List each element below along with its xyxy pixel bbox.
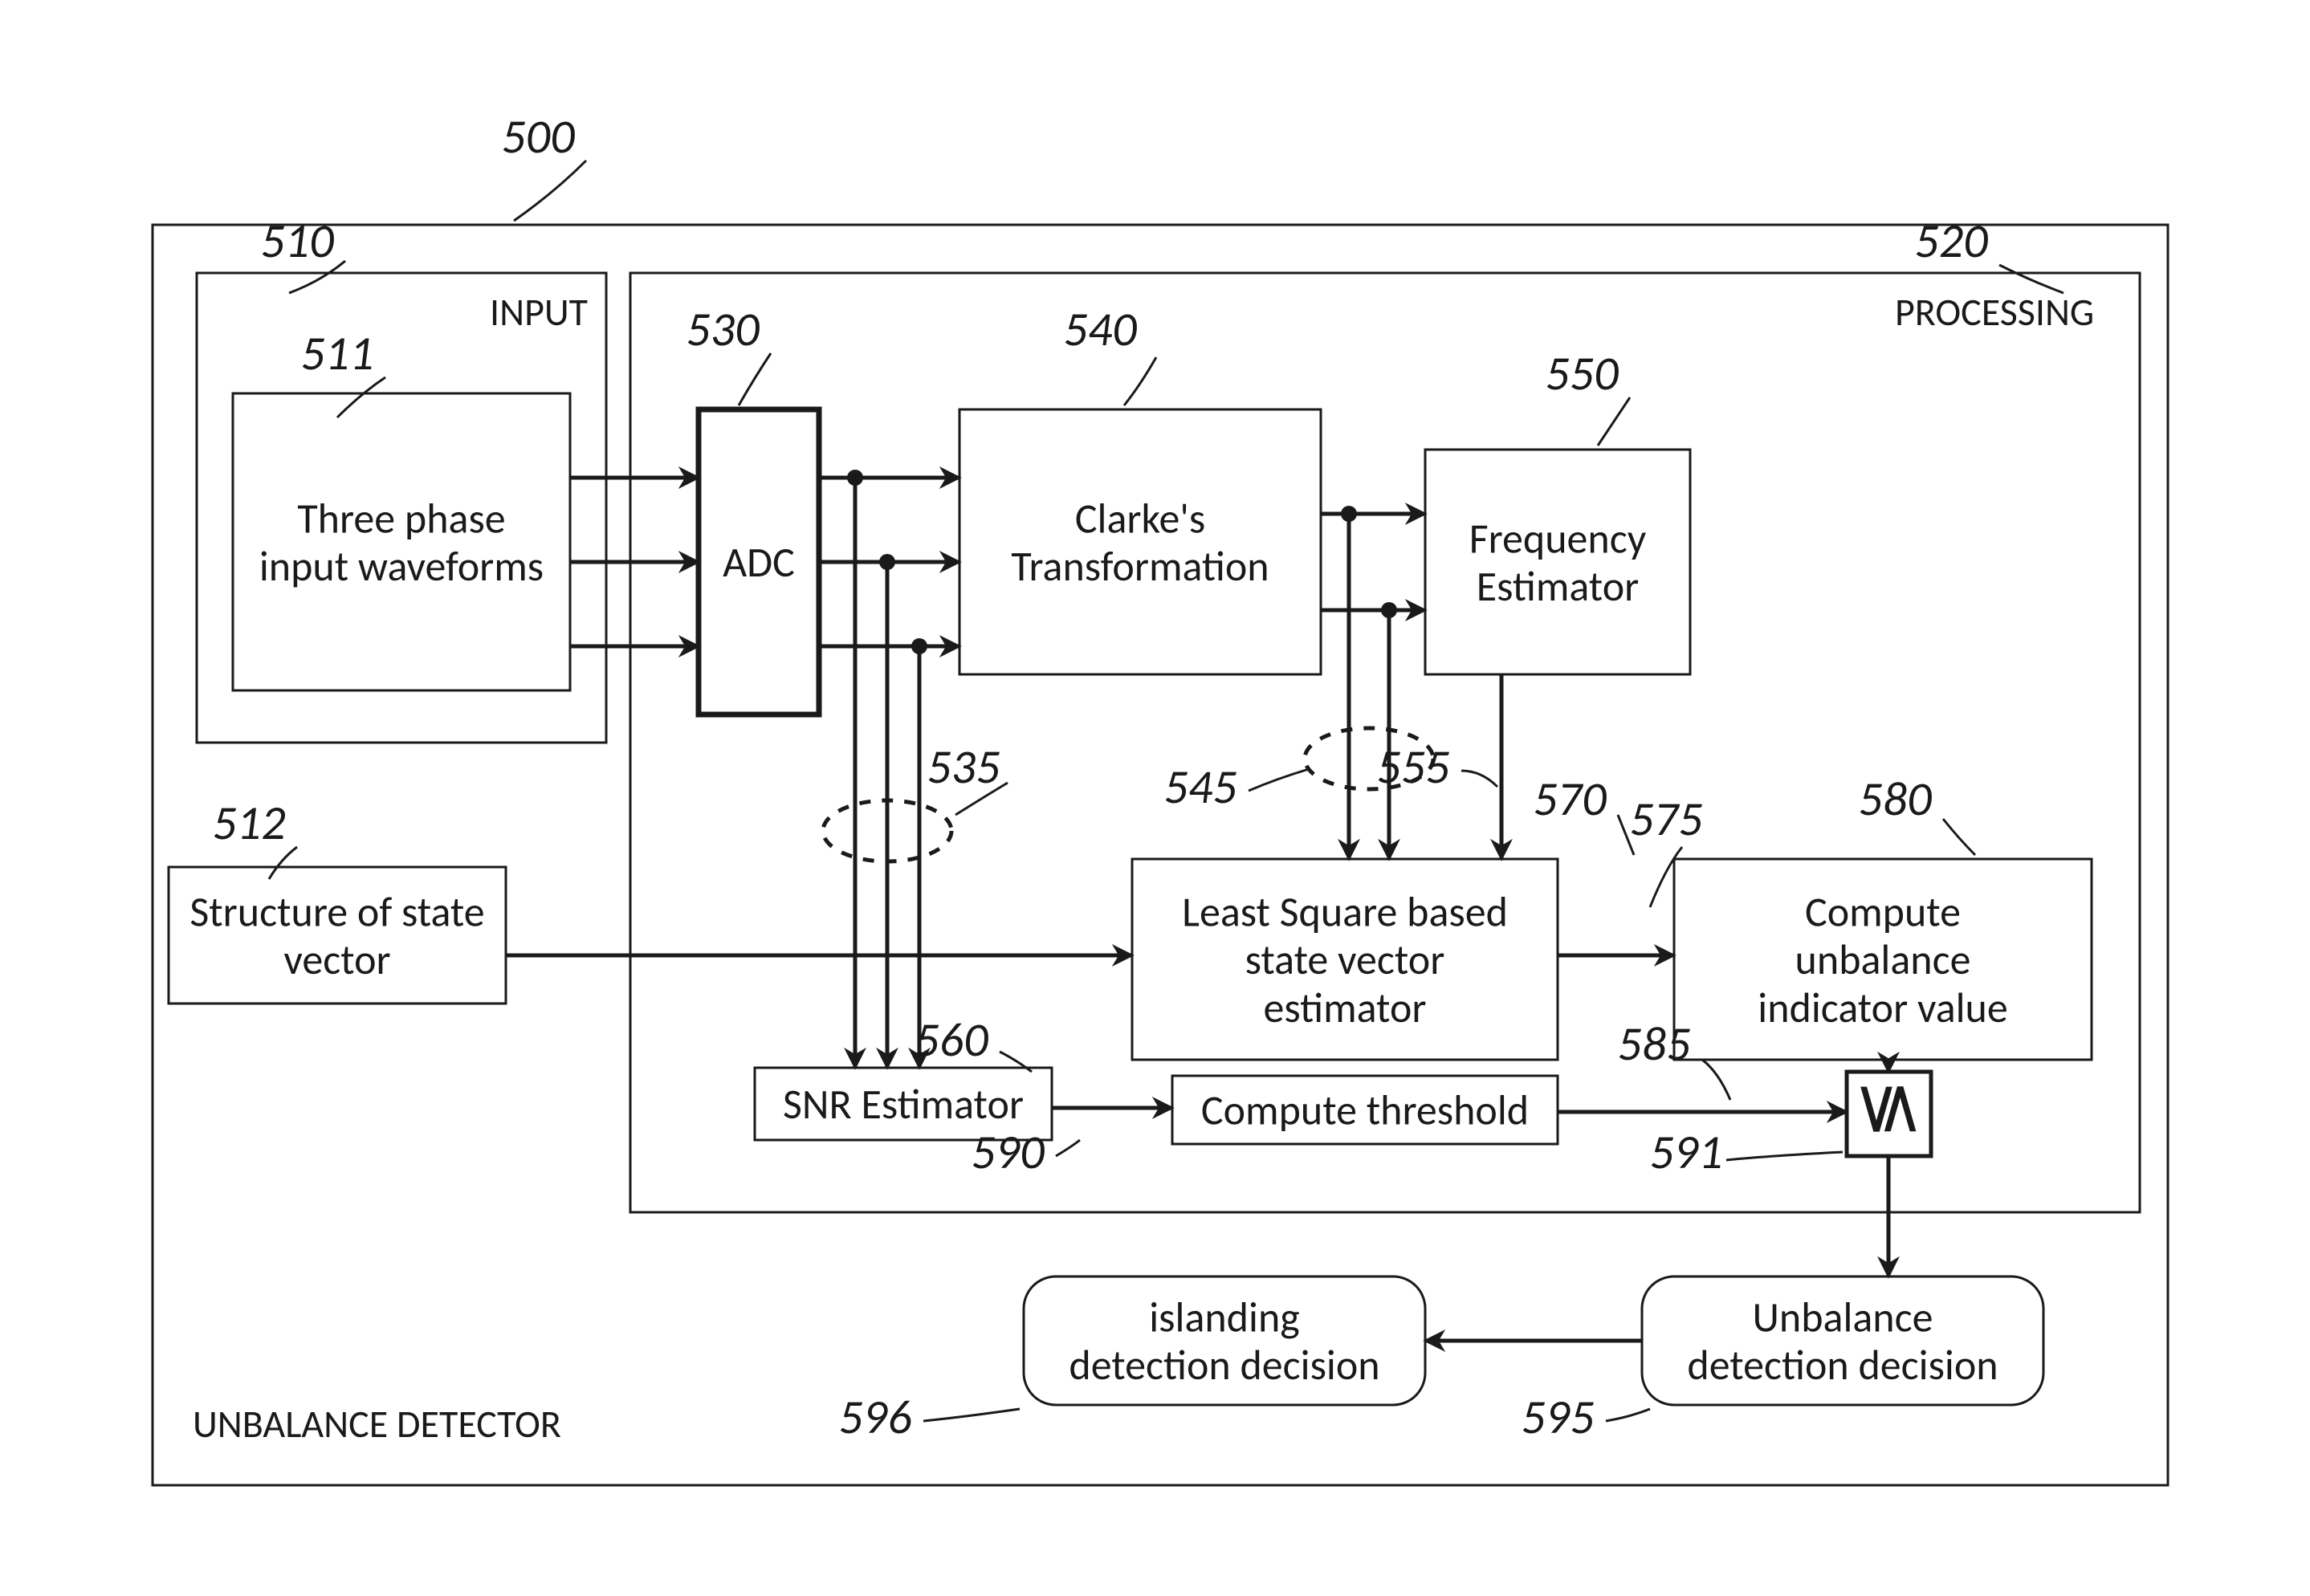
ref-510: 510 xyxy=(260,212,334,271)
ref-555: 555 xyxy=(1376,738,1449,796)
ref-575: 575 xyxy=(1629,790,1702,849)
hook-585 xyxy=(1702,1060,1730,1100)
ref-530: 530 xyxy=(686,300,760,359)
ref-580: 580 xyxy=(1858,770,1932,829)
block-text-thresh: Compute threshold xyxy=(1201,1085,1529,1136)
ref-540: 540 xyxy=(1063,300,1137,359)
hook-500 xyxy=(514,161,586,221)
outer-label: UNBALANCE DETECTOR xyxy=(193,1400,561,1447)
hook-590 xyxy=(1056,1140,1080,1156)
ref-500: 500 xyxy=(501,108,575,166)
hook-596 xyxy=(923,1409,1020,1421)
ref-560: 560 xyxy=(915,1011,988,1069)
block-text-freq: FrequencyEstimator xyxy=(1469,512,1647,612)
hook-595 xyxy=(1606,1409,1650,1421)
hook-511 xyxy=(337,377,385,417)
block-text-state_vec: Structure of statevector xyxy=(189,886,484,985)
input-label: INPUT xyxy=(490,288,588,336)
block-text-adc: ADC xyxy=(723,536,795,588)
ref-535: 535 xyxy=(927,738,1000,796)
block-text-lsq: Least Square basedstate vectorestimator xyxy=(1182,886,1508,1033)
block-text-snr: SNR Estimator xyxy=(783,1078,1024,1130)
hook-545 xyxy=(1249,769,1309,791)
ref-512: 512 xyxy=(212,794,285,853)
block-text-three_phase: Three phaseinput waveforms xyxy=(259,492,544,592)
hook-580 xyxy=(1943,819,1975,855)
hook-530 xyxy=(739,353,771,405)
hook-591 xyxy=(1726,1152,1843,1160)
ref-520: 520 xyxy=(1914,212,1988,271)
block-text-island_dec: islandingdetection decision xyxy=(1069,1291,1379,1390)
ref-550: 550 xyxy=(1545,344,1619,403)
ref-590: 590 xyxy=(971,1123,1045,1182)
block-text-unbal_dec: Unbalancedetection decision xyxy=(1687,1291,1998,1390)
ref-545: 545 xyxy=(1163,758,1236,816)
hook-575 xyxy=(1650,847,1682,907)
ref-595: 595 xyxy=(1521,1388,1594,1447)
hook-550 xyxy=(1598,397,1630,446)
hook-540 xyxy=(1124,357,1156,405)
processing-label: PROCESSING xyxy=(1895,288,2094,336)
ref-591: 591 xyxy=(1649,1123,1722,1182)
ref-570: 570 xyxy=(1533,770,1607,829)
block-text-clarke: Clarke'sTransformation xyxy=(1011,492,1269,592)
hook-555 xyxy=(1461,771,1497,787)
ref-511: 511 xyxy=(300,324,373,383)
comparator-glyph: ≶ xyxy=(1848,1079,1935,1139)
ref-585: 585 xyxy=(1617,1015,1690,1073)
ref-596: 596 xyxy=(838,1388,911,1447)
block-text-unbal_val: Computeunbalanceindicator value xyxy=(1758,886,2007,1033)
